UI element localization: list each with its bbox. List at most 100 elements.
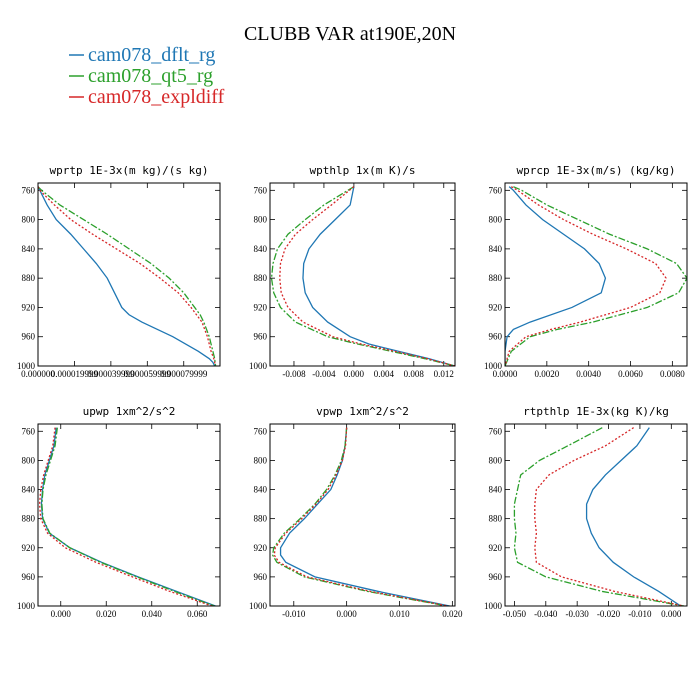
panel-3: upwp 1xm^2/s^2 760 800 840 880 920 960 1000 0.00… bbox=[17, 405, 221, 619]
x-tick-label-1-2: 0.000 bbox=[344, 369, 365, 379]
y-tick-label-0-5: 960 bbox=[22, 332, 36, 342]
legend-label-expldiff: cam078_expldiff bbox=[88, 86, 225, 108]
plot-frame-3 bbox=[37, 423, 221, 607]
y-tick-label-1-0: 760 bbox=[254, 185, 268, 195]
series-line-1-0 bbox=[302, 186, 455, 366]
y-tick-label-0-6: 1000 bbox=[17, 361, 36, 371]
legend-entry-qt5: cam078_qt5_rg bbox=[69, 65, 213, 87]
figure-title: CLUBB VAR at190E,20N bbox=[244, 23, 456, 45]
y-tick-label-4-1: 800 bbox=[254, 455, 268, 465]
y-tick-label-1-1: 800 bbox=[254, 215, 268, 225]
x-tick-label-5-4: -0.010 bbox=[628, 609, 652, 619]
y-tick-label-1-5: 960 bbox=[254, 332, 268, 342]
y-tick-label-0-0: 760 bbox=[22, 185, 36, 195]
y-tick-label-5-3: 880 bbox=[489, 514, 503, 524]
x-tick-label-1-1: -0.004 bbox=[312, 369, 336, 379]
y-tick-label-2-1: 800 bbox=[489, 215, 503, 225]
series-line-5-2 bbox=[534, 427, 684, 606]
panel-1: wpthlp 1x(m K)/s 760 800 840 880 920 960 1000 -0… bbox=[249, 164, 456, 379]
y-tick-label-2-3: 880 bbox=[489, 273, 503, 283]
series-line-0-2 bbox=[38, 186, 216, 366]
legend-label-dflt: cam078_dflt_rg bbox=[88, 44, 215, 66]
y-tick-label-3-5: 960 bbox=[22, 572, 36, 582]
y-tick-label-1-4: 920 bbox=[254, 302, 268, 312]
x-tick-label-2-0: 0.0000 bbox=[493, 369, 518, 379]
x-tick-label-5-0: -0.050 bbox=[503, 609, 527, 619]
series-line-3-1 bbox=[41, 427, 215, 606]
y-tick-label-2-4: 920 bbox=[489, 302, 503, 312]
x-tick-label-4-2: 0.010 bbox=[389, 609, 410, 619]
x-tick-label-0-1: 0.000019999 bbox=[51, 369, 99, 379]
y-tick-label-5-2: 840 bbox=[489, 485, 503, 495]
plot-frame-1 bbox=[269, 182, 456, 367]
series-line-2-0 bbox=[505, 186, 607, 366]
x-tick-label-2-1: 0.0020 bbox=[534, 369, 559, 379]
series-line-4-0 bbox=[279, 427, 450, 606]
series-line-1-2 bbox=[279, 186, 455, 366]
y-tick-label-2-6: 1000 bbox=[484, 361, 503, 371]
x-tick-label-0-0: 0.000000 bbox=[21, 369, 55, 379]
x-tick-label-2-4: 0.0080 bbox=[660, 369, 685, 379]
x-tick-label-3-0: 0.000 bbox=[51, 609, 72, 619]
series-line-5-0 bbox=[585, 427, 682, 606]
x-tick-label-1-5: 0.012 bbox=[434, 369, 454, 379]
y-tick-label-0-4: 920 bbox=[22, 302, 36, 312]
y-tick-label-3-3: 880 bbox=[22, 514, 36, 524]
y-tick-label-1-6: 1000 bbox=[249, 361, 268, 371]
plot-frame-4 bbox=[269, 423, 456, 607]
legend-entry-expldiff: cam078_expldiff bbox=[69, 86, 225, 108]
x-tick-label-1-3: 0.004 bbox=[374, 369, 395, 379]
y-tick-label-5-5: 960 bbox=[489, 572, 503, 582]
series-line-5-1 bbox=[513, 427, 684, 606]
y-tick-label-0-2: 840 bbox=[22, 244, 36, 254]
y-tick-label-4-0: 760 bbox=[254, 426, 268, 436]
y-tick-label-5-1: 800 bbox=[489, 455, 503, 465]
y-tick-label-3-4: 920 bbox=[22, 543, 36, 553]
x-tick-label-0-2: 0.000039999 bbox=[87, 369, 135, 379]
y-tick-label-2-5: 960 bbox=[489, 332, 503, 342]
y-tick-label-3-6: 1000 bbox=[17, 601, 36, 611]
plot-frame-0 bbox=[37, 182, 221, 367]
y-tick-label-2-0: 760 bbox=[489, 185, 503, 195]
y-tick-label-5-6: 1000 bbox=[484, 601, 503, 611]
x-tick-label-4-0: -0.010 bbox=[282, 609, 306, 619]
series-line-4-1 bbox=[271, 427, 448, 606]
y-tick-label-2-2: 840 bbox=[489, 244, 503, 254]
y-tick-label-3-2: 840 bbox=[22, 485, 36, 495]
panel-title-0: wprtp 1E-3x(m kg)/(s kg) bbox=[50, 164, 209, 177]
y-tick-label-3-1: 800 bbox=[22, 455, 36, 465]
series-line-0-0 bbox=[38, 186, 216, 366]
plot-frame-5 bbox=[504, 423, 688, 607]
y-tick-label-4-5: 960 bbox=[254, 572, 268, 582]
series-line-2-2 bbox=[505, 186, 667, 366]
y-tick-label-3-0: 760 bbox=[22, 426, 36, 436]
series-line-3-0 bbox=[40, 427, 216, 606]
panel-title-3: upwp 1xm^2/s^2 bbox=[83, 405, 176, 418]
x-tick-label-5-2: -0.030 bbox=[566, 609, 590, 619]
x-tick-label-0-3: 0.000059999 bbox=[124, 369, 172, 379]
y-tick-label-1-2: 840 bbox=[254, 244, 268, 254]
x-tick-label-5-5: 0.000 bbox=[661, 609, 682, 619]
series-line-0-1 bbox=[38, 186, 217, 366]
x-tick-label-1-4: 0.008 bbox=[404, 369, 425, 379]
x-tick-label-1-0: -0.008 bbox=[282, 369, 306, 379]
x-tick-label-5-3: -0.020 bbox=[597, 609, 621, 619]
panel-title-4: vpwp 1xm^2/s^2 bbox=[316, 405, 409, 418]
legend: cam078_dflt_rg cam078_qt5_rg cam078_expl… bbox=[69, 44, 225, 108]
series-line-1-1 bbox=[270, 186, 455, 366]
y-tick-label-0-3: 880 bbox=[22, 273, 36, 283]
y-tick-label-4-3: 880 bbox=[254, 514, 268, 524]
series-line-2-1 bbox=[505, 186, 687, 366]
y-tick-label-5-0: 760 bbox=[489, 426, 503, 436]
y-tick-label-5-4: 920 bbox=[489, 543, 503, 553]
x-tick-label-2-2: 0.0040 bbox=[576, 369, 601, 379]
y-tick-label-4-4: 920 bbox=[254, 543, 268, 553]
y-tick-label-4-2: 840 bbox=[254, 485, 268, 495]
y-tick-label-1-3: 880 bbox=[254, 273, 268, 283]
series-line-4-2 bbox=[273, 427, 449, 606]
series-line-3-2 bbox=[38, 427, 213, 606]
panels: wprtp 1E-3x(m kg)/(s kg) 760 800 840 880 920 9… bbox=[17, 164, 688, 619]
panel-5: rtpthlp 1E-3x(kg K)/kg 760 800 840 880 920 960… bbox=[484, 405, 688, 619]
x-tick-label-2-3: 0.0060 bbox=[618, 369, 643, 379]
panel-title-2: wprcp 1E-3x(m/s) (kg/kg) bbox=[517, 164, 676, 177]
